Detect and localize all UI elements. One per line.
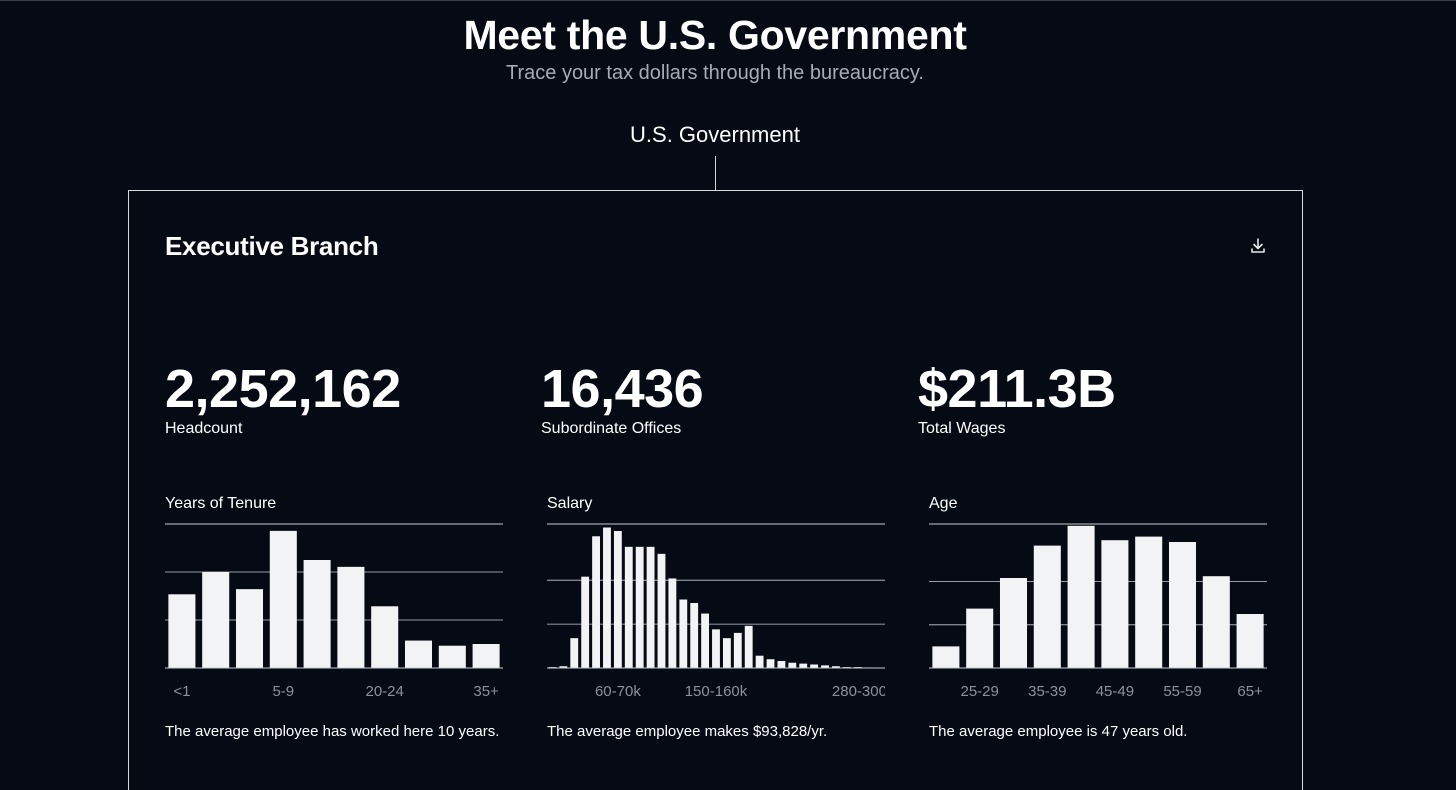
- chart-bar[interactable]: 50-54: 7.3: [1135, 536, 1163, 668]
- chart-bar[interactable]: 100-110k: 6.5: [657, 553, 666, 668]
- chart-bar[interactable]: 10-14: 6.3: [303, 560, 331, 668]
- card-title: Executive Branch: [165, 231, 379, 261]
- tenure-chart-plot: <1: 4.31-2: 5.63-4: 4.65-9: 810-14: 6.31…: [165, 523, 503, 700]
- chart-bar[interactable]: 30-34: 5: [999, 578, 1028, 668]
- chart-bar[interactable]: 190-200k: 0.7: [755, 655, 764, 668]
- stat-label: Total Wages: [918, 420, 1006, 437]
- age-chart: Age <25: 1.2 25-29: 3.330-34: 535-39: 6.8…: [929, 491, 1267, 751]
- stat-value: $211.3B: [918, 359, 1116, 419]
- chart-tick-label: 45-49: [1096, 683, 1134, 700]
- chart-bar[interactable]: 220-230k: 0.3: [788, 662, 797, 668]
- chart-bar[interactable]: 60-70k: 7.8: [613, 531, 622, 668]
- chart-title: Age: [929, 495, 958, 512]
- chart-bar[interactable]: 35-39: 6.8: [1033, 545, 1061, 668]
- chart-tick-label: 35-39: [1028, 683, 1066, 700]
- chart-bar[interactable]: 40-50k: 7.5: [592, 536, 600, 668]
- chart-bar[interactable]: 240-250k: 0.2: [810, 664, 819, 668]
- chart-bar[interactable]: 30-34: 1.3: [438, 645, 466, 668]
- chart-title: Years of Tenure: [165, 495, 277, 512]
- chart-bar[interactable]: 130-140k: 3.7: [690, 603, 699, 668]
- stat-total-wages: $211.3B Total Wages: [918, 359, 1116, 438]
- stat-value: 2,252,162: [165, 359, 401, 419]
- chart-bar[interactable]: 200-210k: 0.5: [766, 659, 775, 668]
- chart-bar[interactable]: 170-180k: 2: [733, 632, 742, 668]
- download-icon[interactable]: [1248, 236, 1268, 256]
- chart-bar[interactable]: 120-130k: 3.9: [679, 599, 688, 668]
- chart-bar[interactable]: 25-29: 3.3: [966, 608, 994, 668]
- chart-bar[interactable]: 160-170k: 1.7: [722, 638, 731, 668]
- stat-subordinate-offices: 16,436 Subordinate Offices: [541, 359, 704, 438]
- chart-tick-label: <1: [173, 683, 190, 700]
- chart-bar[interactable]: 250-260k: 0.15: [821, 665, 829, 668]
- chart-bar[interactable]: 20-24: 3.6: [371, 606, 399, 668]
- chart-bar[interactable]: 80-90k: 6.9: [635, 546, 644, 668]
- chart-bar[interactable]: 35+: 1.4: [472, 644, 500, 668]
- chart-bar[interactable]: 230-240k: 0.25: [799, 663, 808, 668]
- salary-chart-plot: 0-10k: 0.0510-20k: 0.120-30k: 1.730-40k:…: [547, 523, 885, 700]
- chart-title: Salary: [547, 495, 593, 512]
- page-subtitle: Trace your tax dollars through the burea…: [506, 62, 924, 84]
- chart-bar[interactable]: 70-80k: 6.9: [624, 546, 633, 668]
- stat-value: 16,436: [541, 359, 704, 419]
- chart-bar[interactable]: 210-220k: 0.4: [777, 660, 786, 668]
- chart-tick-label: 35+: [473, 683, 499, 700]
- salary-chart: Salary 0-10k: 0.0510-20k: 0.120-30k: 1.7…: [547, 491, 885, 751]
- chart-bar[interactable]: <25: 1.2: [932, 646, 960, 668]
- chart-bar[interactable]: 1-2: 5.6: [202, 572, 230, 668]
- top-border: [0, 0, 1456, 1]
- chart-bar[interactable]: 5-9: 8: [269, 530, 297, 668]
- executive-branch-card: Executive Branch 2,252,162 Headcount 16,…: [128, 190, 1303, 790]
- tree-root-node[interactable]: U.S. Government: [630, 122, 800, 147]
- chart-bar[interactable]: 65+: 3: [1236, 614, 1264, 668]
- tenure-chart: Years of Tenure <1: 4.31-2: 5.63-4: 4.65…: [165, 491, 503, 751]
- chart-bar[interactable]: 140-150k: 3.1: [701, 613, 710, 668]
- page-title: Meet the U.S. Government: [463, 12, 967, 58]
- chart-bar[interactable]: 50-60k: 8: [603, 527, 611, 668]
- age-chart-plot: <25: 1.2 25-29: 3.330-34: 535-39: 6.840-4…: [929, 523, 1267, 700]
- chart-tick-label: 55-59: [1163, 683, 1201, 700]
- chart-tick-label: 20-24: [366, 683, 404, 700]
- chart-tick-label: 150-160k: [685, 683, 748, 700]
- chart-bar[interactable]: 110-120k: 5.1: [668, 578, 677, 668]
- chart-bar[interactable]: 55-59: 7: [1168, 542, 1197, 668]
- chart-bar[interactable]: 150-160k: 2.2: [712, 629, 720, 668]
- chart-bar[interactable]: 180-190k: 2.4: [744, 625, 753, 668]
- stat-label: Subordinate Offices: [541, 420, 682, 437]
- chart-bar[interactable]: 60-64: 5.1: [1202, 576, 1230, 668]
- chart-bar[interactable]: 45-49: 7.1: [1101, 540, 1129, 668]
- chart-tick-label: 280-300k: [832, 683, 885, 700]
- chart-tick-label: 25-29: [961, 683, 999, 700]
- chart-bar[interactable]: <1: 4.3: [168, 594, 196, 668]
- chart-bar[interactable]: 40-44: 7.9: [1067, 525, 1095, 668]
- stat-label: Headcount: [165, 420, 243, 437]
- chart-bar[interactable]: 3-4: 4.6: [235, 589, 264, 668]
- chart-bar[interactable]: 25-29: 1.6: [404, 640, 433, 668]
- chart-bar[interactable]: 20-30k: 1.7: [570, 638, 579, 668]
- chart-tick-label: 65+: [1237, 683, 1263, 700]
- chart-bar[interactable]: 10-20k: 0.1: [559, 666, 568, 668]
- chart-bar[interactable]: 30-40k: 5.2: [581, 576, 590, 668]
- chart-caption: The average employee has worked here 10 …: [165, 723, 500, 740]
- tree-connector: [715, 156, 716, 191]
- chart-caption: The average employee makes $93,828/yr.: [547, 723, 828, 740]
- stat-headcount: 2,252,162 Headcount: [165, 359, 401, 438]
- chart-caption: The average employee is 47 years old.: [929, 723, 1188, 740]
- chart-bar[interactable]: 90-100k: 6.9: [646, 546, 655, 668]
- chart-bar[interactable]: 260-270k: 0.1: [832, 666, 840, 668]
- chart-bar[interactable]: 15-19: 5.9: [337, 566, 365, 668]
- chart-tick-label: 60-70k: [595, 683, 641, 700]
- chart-tick-label: 5-9: [272, 683, 294, 700]
